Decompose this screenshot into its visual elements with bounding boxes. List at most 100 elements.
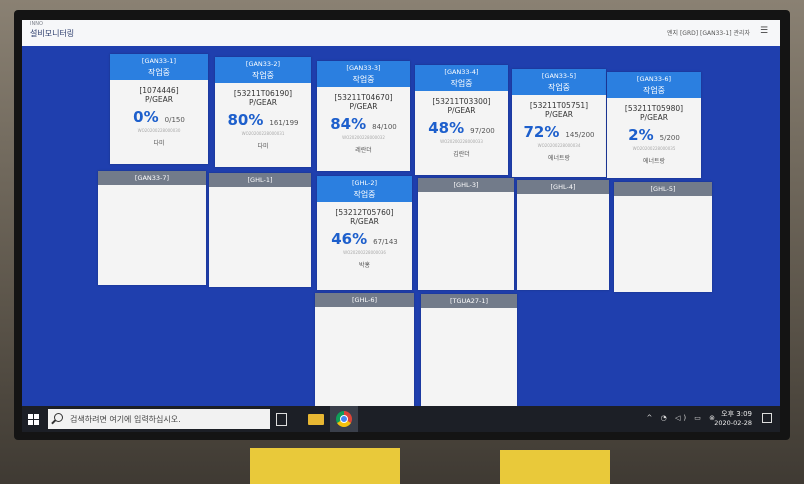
- part-name: P/GEAR: [145, 95, 173, 104]
- machine-code: [GAN33-2]: [215, 57, 311, 71]
- machine-card-ghl-3[interactable]: [GHL-3]: [418, 178, 514, 290]
- machine-card-ghl-5[interactable]: [GHL-5]: [614, 182, 712, 292]
- progress-row: 46% 67/143: [317, 230, 412, 248]
- operator-name: 레란더: [355, 147, 372, 154]
- progress-row: 80% 161/199: [215, 111, 311, 129]
- clock-time[interactable]: 오후 3:09: [721, 410, 752, 418]
- machine-code: [GHL-6]: [315, 293, 414, 307]
- progress-row: 72% 145/200: [512, 123, 606, 141]
- windows-taskbar: 검색하려면 여기에 입력하십시오. ^ ◔ ◁) ▭ ⊗ 오후 3:09 202…: [22, 406, 780, 432]
- machine-card-gan33-2[interactable]: [GAN33-2] 작업중 [53211T06190] P/GEAR 80% 1…: [215, 57, 311, 167]
- work-order: [53212T05760]: [335, 208, 394, 217]
- quantity: 84/100: [372, 123, 397, 131]
- windows-start-icon[interactable]: [28, 414, 39, 425]
- machine-code: [GHL-1]: [209, 173, 311, 187]
- serial-number: WO20200228000033: [440, 139, 483, 144]
- operator-name: 김란더: [453, 151, 470, 158]
- file-explorer-icon[interactable]: [308, 414, 324, 425]
- machine-card-tgua27-1[interactable]: [TGUA27-1]: [421, 294, 517, 406]
- hamburger-menu-icon[interactable]: ☰: [760, 26, 769, 36]
- progress-row: 48% 97/200: [415, 119, 508, 137]
- serial-number: WO20200228000030: [137, 128, 181, 133]
- progress-percent: 84%: [330, 115, 367, 133]
- machine-code: [TGUA27-1]: [421, 294, 517, 308]
- progress-percent: 80%: [227, 111, 264, 129]
- machine-code: [GAN33-4]: [415, 65, 508, 79]
- progress-percent: 46%: [331, 230, 368, 248]
- serial-number: WO20200228000031: [241, 131, 285, 136]
- progress-percent: 0%: [133, 108, 159, 126]
- work-order: [53211T03300]: [432, 97, 491, 106]
- operator-name: 다미: [153, 140, 165, 147]
- search-placeholder: 검색하려면 여기에 입력하십시오.: [70, 415, 181, 424]
- machine-code: [GAN33-6]: [607, 72, 701, 86]
- quantity: 67/143: [373, 238, 398, 246]
- serial-number: WO20200228000032: [342, 135, 385, 140]
- machine-code: [GHL-4]: [517, 180, 609, 194]
- machine-card-ghl-2[interactable]: [GHL-2] 작업중 [53212T05760] R/GEAR 46% 67/…: [317, 176, 412, 290]
- task-view-icon[interactable]: [276, 413, 287, 426]
- machine-code: [GAN33-3]: [317, 61, 410, 75]
- machine-status: 작업중: [110, 67, 208, 80]
- machine-code: [GHL-2]: [317, 176, 412, 190]
- progress-row: 2% 5/200: [607, 126, 701, 144]
- machine-card-gan33-5[interactable]: [GAN33-5] 작업중 [53211T05751] P/GEAR 72% 1…: [512, 69, 606, 177]
- background-poster: [250, 448, 400, 484]
- machine-card-ghl-1[interactable]: [GHL-1]: [209, 173, 311, 287]
- operator-name: 에너트랑: [642, 158, 666, 165]
- part-name: P/GEAR: [640, 113, 668, 122]
- work-order: [1074446]: [139, 86, 179, 95]
- serial-number: WO20200228000036: [343, 250, 386, 255]
- app-subtitle: INNO: [30, 21, 43, 27]
- machine-status: 작업중: [317, 189, 412, 202]
- part-name: P/GEAR: [545, 110, 573, 119]
- work-order: [53211T05751]: [529, 101, 589, 110]
- machine-status: 작업중: [317, 74, 410, 87]
- clock-date[interactable]: 2020-02-28: [714, 419, 752, 427]
- machine-status: 작업중: [512, 82, 606, 95]
- notification-icon[interactable]: [762, 413, 772, 423]
- machine-code: [GAN33-1]: [110, 54, 208, 68]
- machine-card-ghl-6[interactable]: [GHL-6]: [315, 293, 414, 406]
- machine-card-gan33-6[interactable]: [GAN33-6] 작업중 [53211T05980] P/GEAR 2% 5/…: [607, 72, 701, 178]
- chrome-icon[interactable]: [336, 411, 352, 427]
- serial-number: WO20200228000035: [632, 146, 676, 151]
- progress-percent: 72%: [523, 123, 560, 141]
- machine-card-ghl-4[interactable]: [GHL-4]: [517, 180, 609, 290]
- quantity: 0/150: [164, 116, 185, 124]
- machine-code: [GHL-5]: [614, 182, 712, 196]
- background-poster: [500, 450, 610, 484]
- operator-name: 박홍: [358, 262, 371, 269]
- machine-card-gan33-3[interactable]: [GAN33-3] 작업중 [53211T04670] P/GEAR 84% 8…: [317, 61, 410, 171]
- progress-row: 84% 84/100: [317, 115, 410, 133]
- app-title: 설비모니터링: [30, 29, 75, 38]
- machine-code: [GAN33-5]: [512, 69, 606, 83]
- machine-card-gan33-7[interactable]: [GAN33-7]: [98, 171, 206, 285]
- quantity: 97/200: [470, 127, 495, 135]
- work-order: [53211T05980]: [624, 104, 684, 113]
- serial-number: WO20200228000034: [537, 143, 581, 148]
- machine-code: [GHL-3]: [418, 178, 514, 192]
- search-icon: [54, 413, 63, 422]
- taskbar-search-input[interactable]: 검색하려면 여기에 입력하십시오.: [48, 409, 270, 429]
- work-order: [53211T06190]: [233, 89, 293, 98]
- machine-code: [GAN33-7]: [98, 171, 206, 185]
- part-name: P/GEAR: [349, 102, 378, 111]
- progress-row: 0% 0/150: [110, 108, 208, 126]
- machine-status: 작업중: [415, 78, 508, 91]
- part-name: R/GEAR: [350, 217, 379, 226]
- part-name: P/GEAR: [249, 98, 277, 107]
- quantity: 145/200: [565, 131, 595, 139]
- machine-status: 작업중: [215, 70, 311, 83]
- work-order: [53211T04670]: [334, 93, 393, 102]
- part-name: P/GEAR: [447, 106, 476, 115]
- user-info: 엔지 [GRD] [GAN33-1] 관리자: [667, 30, 750, 37]
- operator-name: 다미: [257, 143, 269, 150]
- machine-card-gan33-4[interactable]: [GAN33-4] 작업중 [53211T03300] P/GEAR 48% 9…: [415, 65, 508, 175]
- machine-status: 작업중: [607, 85, 701, 98]
- system-tray-icons[interactable]: ^ ◔ ◁) ▭ ⊗: [646, 414, 718, 422]
- progress-percent: 2%: [628, 126, 654, 144]
- machine-card-gan33-1[interactable]: [GAN33-1] 작업중 [1074446] P/GEAR 0% 0/150 …: [110, 54, 208, 164]
- quantity: 5/200: [659, 134, 680, 142]
- title-bar: INNO 설비모니터링 엔지 [GRD] [GAN33-1] 관리자 ☰: [22, 20, 780, 46]
